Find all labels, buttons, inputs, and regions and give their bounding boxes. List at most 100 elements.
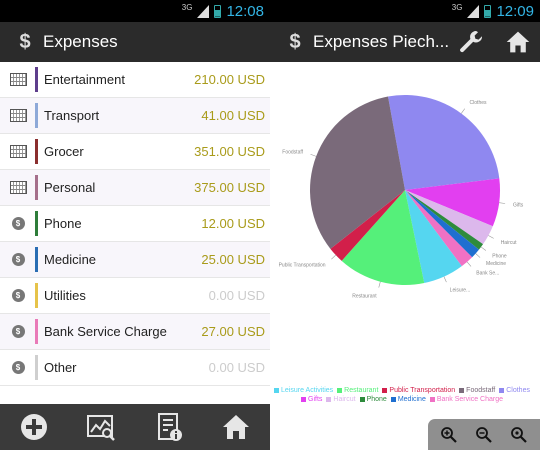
home-button[interactable]: [503, 22, 533, 62]
category-color-bar: [35, 247, 38, 272]
expense-row[interactable]: $ Utilities 0.00 USD: [0, 278, 270, 314]
slice-leader-line: [488, 235, 494, 239]
pie-slice[interactable]: [330, 190, 405, 261]
status-bar: 3G 12:08: [0, 0, 270, 22]
zoom-controls: [428, 419, 540, 450]
legend-item: Phone: [359, 395, 387, 404]
expense-amount: 210.00 USD: [194, 72, 265, 87]
legend-swatch: [499, 387, 505, 393]
slice-leader-line: [331, 254, 336, 260]
chart-search-button[interactable]: [84, 410, 118, 444]
network-type: 3G: [181, 2, 193, 12]
legend-item: Gifts: [301, 395, 322, 404]
pie-slice[interactable]: [405, 190, 479, 258]
category-color-bar: [35, 139, 38, 164]
add-button[interactable]: [17, 410, 51, 444]
piechart-screen: 3G 12:09 $ Expenses Piech... Clothes Gift…: [270, 0, 540, 450]
bottom-toolbar: [0, 404, 270, 450]
legend-swatch: [359, 396, 365, 402]
slice-label: Medicine: [486, 261, 506, 267]
expense-label: Phone: [44, 216, 82, 231]
dollar-icon: $: [19, 31, 31, 53]
coin-icon: $: [8, 324, 28, 340]
legend-swatch: [301, 396, 306, 402]
coin-icon: $: [8, 216, 28, 232]
expense-amount: 41.00 USD: [201, 108, 265, 123]
zoom-out-button[interactable]: [473, 424, 495, 446]
expense-row[interactable]: $ Other 0.00 USD: [0, 350, 270, 386]
legend-label: Public Transportation: [389, 387, 456, 394]
expense-row[interactable]: Entertainment 210.00 USD: [0, 62, 270, 98]
zoom-in-button[interactable]: [438, 424, 460, 446]
legend-item: Clothes: [499, 386, 530, 395]
slice-leader-line: [466, 261, 472, 267]
report-button[interactable]: [152, 410, 186, 444]
zoom-in-icon: [441, 426, 458, 443]
legend-label: Haircut: [333, 396, 356, 403]
legend-swatch: [429, 396, 435, 402]
pie-slice[interactable]: [405, 190, 493, 245]
expense-amount: 12.00 USD: [201, 216, 265, 231]
settings-button[interactable]: [456, 22, 486, 62]
coin-icon: $: [8, 360, 28, 376]
expense-amount: 375.00 USD: [194, 180, 265, 195]
legend-item: Restaurant: [337, 386, 378, 395]
pie-slice[interactable]: [341, 190, 425, 285]
legend-swatch: [274, 387, 280, 393]
home-button[interactable]: [219, 410, 253, 444]
expense-row[interactable]: Grocer 351.00 USD: [0, 134, 270, 170]
clock: 12:09: [496, 2, 534, 20]
pie-slice[interactable]: [405, 178, 500, 227]
legend-label: Medicine: [397, 396, 426, 403]
abacus-icon: [8, 108, 28, 124]
slice-leader-line: [480, 246, 487, 251]
category-color-bar: [35, 355, 38, 380]
legend-item: Foodstaff: [459, 386, 495, 395]
legend-label: Phone: [366, 396, 387, 403]
add-icon: [20, 414, 47, 440]
expense-label: Utilities: [44, 288, 86, 303]
category-color-bar: [35, 319, 38, 344]
home-icon: [223, 415, 250, 439]
slice-label: Bank Se...: [476, 270, 499, 276]
battery-icon: [484, 4, 492, 18]
expense-amount: 25.00 USD: [201, 252, 265, 267]
abacus-icon: [8, 72, 28, 88]
expense-row[interactable]: $ Medicine 25.00 USD: [0, 242, 270, 278]
expense-row[interactable]: $ Bank Service Charge 27.00 USD: [0, 314, 270, 350]
expense-amount: 351.00 USD: [194, 144, 265, 159]
expense-label: Entertainment: [44, 72, 125, 87]
zoom-out-icon: [476, 426, 492, 443]
legend-label: Bank Service Charge: [436, 396, 503, 403]
zoom-reset-button[interactable]: [508, 424, 530, 446]
legend-swatch: [337, 387, 343, 393]
expenses-screen: 3G 12:08 $ Expenses Entertainment 210.00 …: [0, 0, 270, 450]
home-icon: [506, 31, 530, 53]
clock: 12:08: [226, 2, 264, 20]
legend-swatch: [390, 396, 396, 402]
pie-slice[interactable]: [405, 190, 462, 284]
legend-item: Medicine: [390, 395, 426, 404]
legend-item: Public Transportation: [382, 386, 455, 395]
dollar-icon: $: [289, 31, 301, 53]
expense-amount: 0.00 USD: [208, 288, 265, 303]
pie-slice[interactable]: [405, 190, 473, 267]
slice-label: Phone: [492, 253, 507, 259]
page-title: Expenses: [43, 32, 118, 51]
legend-swatch: [326, 396, 332, 402]
expense-row[interactable]: Transport 41.00 USD: [0, 98, 270, 134]
slice-label: Public Transportation: [279, 263, 326, 269]
pie-chart: Clothes Gifts Haircut Phone Medicine Bank Se.…: [279, 95, 524, 299]
pie-slice[interactable]: [310, 96, 405, 249]
expense-row[interactable]: Personal 375.00 USD: [0, 170, 270, 206]
slice-leader-line: [310, 153, 317, 157]
category-color-bar: [35, 283, 38, 308]
expense-row[interactable]: $ Phone 12.00 USD: [0, 206, 270, 242]
category-color-bar: [35, 175, 38, 200]
expense-label: Personal: [44, 180, 96, 195]
pie-slice[interactable]: [387, 95, 500, 190]
slice-label: Gifts: [513, 203, 524, 209]
category-color-bar: [35, 67, 38, 92]
slice-label: Leisure...: [450, 287, 471, 293]
pie-slice[interactable]: [405, 190, 484, 250]
